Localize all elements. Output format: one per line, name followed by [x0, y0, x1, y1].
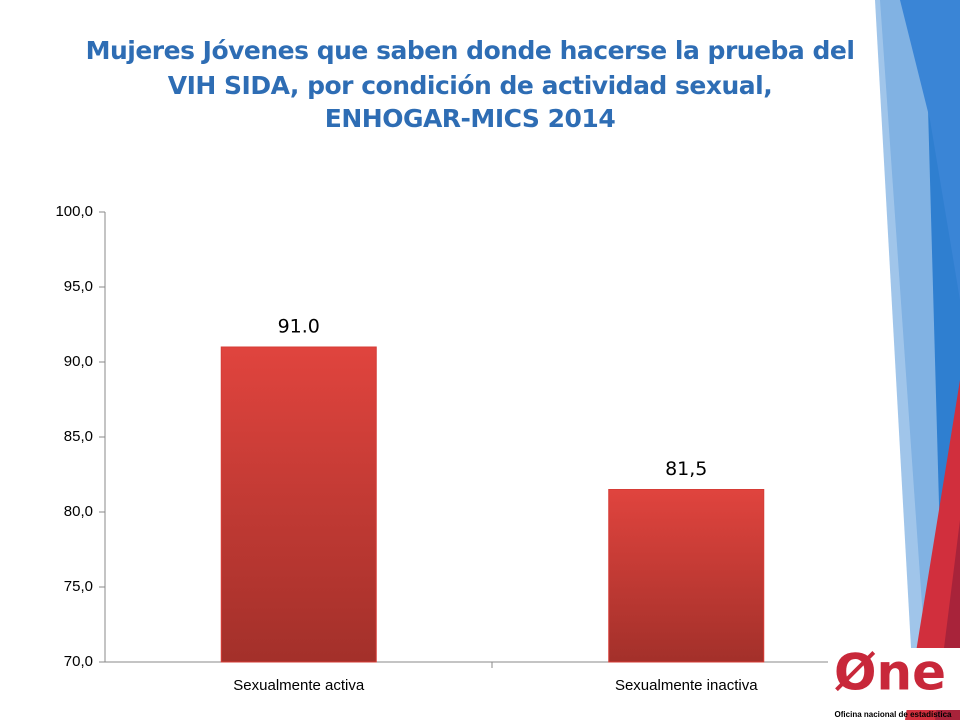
y-tick-label: 85,0	[64, 428, 93, 445]
value-label: 81,5	[665, 458, 707, 480]
logo-caption: Oficina nacional de estadística	[835, 710, 952, 719]
value-label: 91.0	[278, 316, 320, 338]
bar	[608, 489, 765, 663]
chart-title: ENHOGAR-MICS 2014	[325, 104, 616, 133]
bar	[220, 346, 377, 663]
chart-title: VIH SIDA, por condición de actividad sex…	[168, 71, 772, 100]
y-tick-label: 80,0	[64, 503, 93, 520]
x-tick-label: Sexualmente activa	[233, 677, 365, 694]
y-tick-label: 100,0	[55, 203, 93, 220]
logo-text: Øne	[834, 644, 946, 702]
y-tick-label: 95,0	[64, 278, 93, 295]
chart-title: Mujeres Jóvenes que saben donde hacerse …	[86, 36, 855, 65]
y-tick-label: 70,0	[64, 653, 93, 670]
y-tick-label: 75,0	[64, 578, 93, 595]
decor-stripes	[875, 0, 960, 720]
y-tick-label: 90,0	[64, 353, 93, 370]
logo: Øne Oficina nacional de estadística	[828, 644, 960, 719]
logo-bg	[828, 648, 960, 710]
x-tick-label: Sexualmente inactiva	[615, 677, 758, 694]
